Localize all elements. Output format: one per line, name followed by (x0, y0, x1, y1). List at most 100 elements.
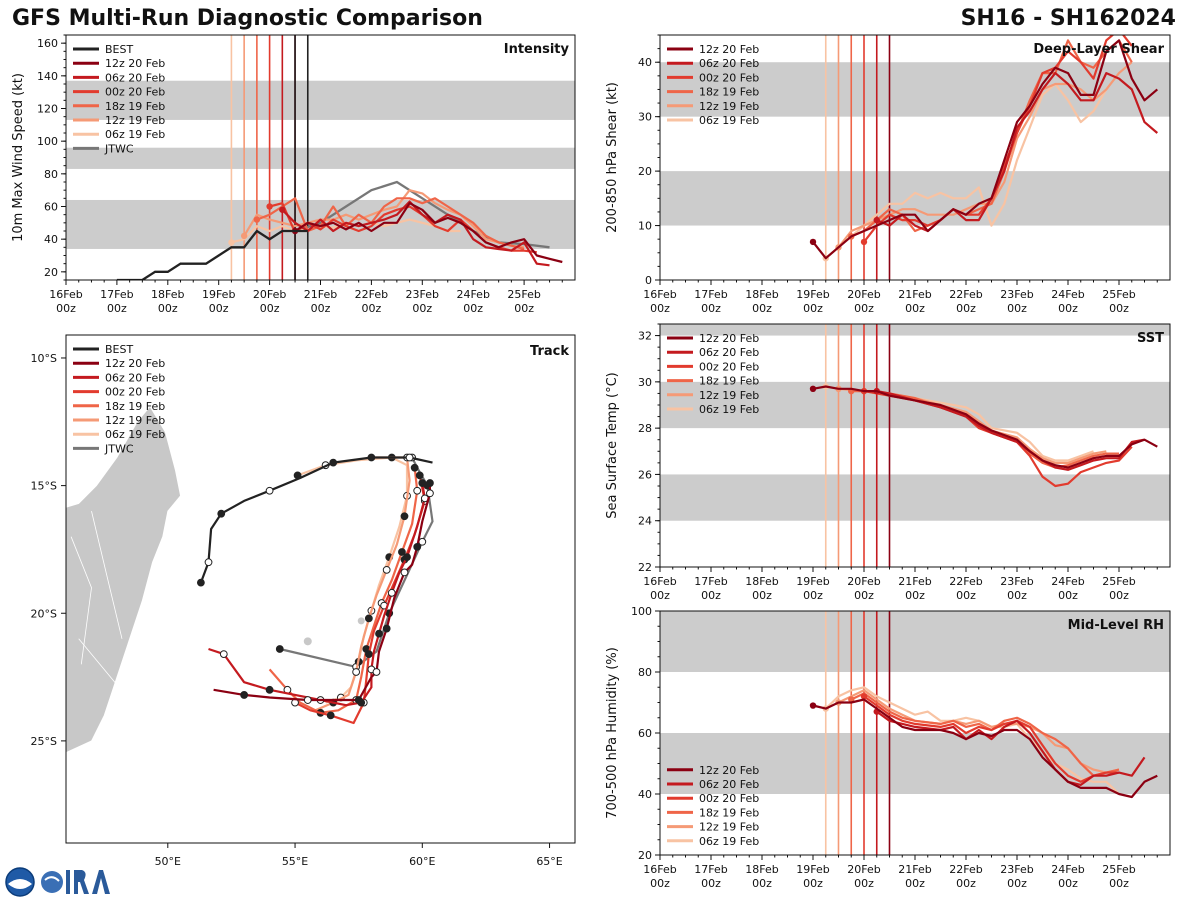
model-track-marker (400, 512, 409, 521)
y-tick-label: 24 (638, 515, 652, 528)
x-tick-hour: 00z (956, 589, 976, 602)
series-start-marker (279, 206, 286, 213)
x-tick-hour: 00z (1007, 302, 1027, 315)
series-line (850, 39, 1133, 238)
x-tick-label: 18Feb (745, 863, 778, 876)
panel-title: Intensity (504, 42, 570, 57)
x-tick-hour: 00z (752, 302, 772, 315)
model-track-marker (265, 685, 274, 694)
model-track-marker (372, 668, 381, 676)
legend-label: 18z 19 Feb (699, 86, 759, 99)
cira-logo (41, 870, 110, 894)
series-start-marker (873, 216, 880, 224)
model-track-marker (364, 650, 373, 658)
series-start-marker (228, 239, 235, 246)
shade-band (660, 171, 1170, 226)
x-tick-label: 20Feb (847, 288, 880, 301)
x-tick-label: 22Feb (355, 288, 388, 301)
y-tick-label: 160 (37, 37, 58, 50)
x-tick-label: 25Feb (1102, 863, 1135, 876)
x-tick-hour: 00z (1109, 589, 1129, 602)
y-tick-label: 0 (645, 274, 652, 287)
x-tick-hour: 00z (905, 877, 925, 890)
x-tick-label: 23Feb (1000, 575, 1033, 588)
y-axis-label: 700-500 hPa Humidity (%) (605, 647, 620, 819)
series-start-marker (266, 203, 273, 210)
noaa-logo (5, 867, 35, 897)
legend-label: 12z 19 Feb (699, 100, 759, 113)
x-tick-hour: 00z (514, 302, 534, 315)
x-tick-hour: 00z (463, 302, 483, 315)
legend-label: 06z 19 Feb (105, 128, 165, 141)
series-line (294, 202, 563, 264)
x-tick-label: 17Feb (694, 575, 727, 588)
x-tick-hour: 00z (158, 302, 178, 315)
panel-intensity: 20 40 60 80 100 120 140 160 10m Max Wind Speed (… (11, 34, 576, 315)
best-track-marker (204, 558, 213, 567)
shade-band (660, 733, 1170, 794)
x-tick-label: 16Feb (49, 288, 82, 301)
legend-label: 12z 19 Feb (699, 821, 759, 834)
x-tick-hour: 00z (650, 589, 670, 602)
x-tick-label: 25Feb (1102, 288, 1135, 301)
x-tick-hour: 00z (854, 877, 874, 890)
model-track-marker (326, 711, 335, 720)
x-tick-label: 17Feb (694, 863, 727, 876)
legend-label: 06z 19 Feb (699, 114, 759, 127)
y-tick-label: 10 (638, 220, 652, 233)
x-tick-label: 24Feb (456, 288, 489, 301)
y-axis-label: 10m Max Wind Speed (kt) (11, 73, 26, 242)
panel-title: SST (1137, 331, 1164, 346)
legend-label: 06z 19 Feb (699, 403, 759, 416)
series-line (825, 82, 1108, 260)
province-border (78, 638, 118, 685)
x-tick-hour: 00z (311, 302, 331, 315)
model-track-marker (382, 624, 391, 633)
x-tick-label: 16Feb (643, 288, 676, 301)
x-tick-hour: 00z (803, 302, 823, 315)
x-tick-hour: 00z (854, 589, 874, 602)
series-line (812, 39, 1159, 260)
page-title: GFS Multi-Run Diagnostic Comparison (12, 6, 483, 31)
x-tick-hour: 00z (260, 302, 280, 315)
series-line (812, 698, 1158, 799)
panel-title: Mid-Level RH (1068, 618, 1164, 633)
x-tick-label: 21Feb (898, 575, 931, 588)
x-tick-hour: 00z (412, 302, 432, 315)
y-tick-label: 22 (638, 561, 652, 574)
legend-label: 12z 20 Feb (699, 332, 759, 345)
model-track-marker (240, 691, 249, 699)
lat-tick-label: 20°S (31, 607, 57, 620)
x-tick-label: 16Feb (643, 575, 676, 588)
model-track-marker (413, 542, 422, 551)
shade-band (660, 474, 1170, 521)
x-tick-hour: 00z (1058, 302, 1078, 315)
jtwc-track-marker (275, 645, 284, 653)
legend-label: 00z 20 Feb (105, 86, 165, 99)
x-tick-label: 19Feb (796, 575, 829, 588)
panel-title: Track (530, 344, 569, 359)
storm-id: SH16 - SH162024 (960, 6, 1176, 31)
x-tick-hour: 00z (854, 302, 874, 315)
model-track (268, 467, 419, 714)
legend-label: 06z 20 Feb (699, 57, 759, 70)
x-tick-label: 23Feb (1000, 863, 1033, 876)
y-tick-label: 100 (37, 135, 58, 148)
model-track-marker (219, 650, 228, 658)
legend-label: 00z 20 Feb (105, 386, 165, 399)
x-tick-hour: 00z (956, 302, 976, 315)
y-tick-label: 120 (37, 103, 58, 116)
x-tick-label: 20Feb (847, 863, 880, 876)
best-track-line (116, 229, 308, 280)
mauritius-island (357, 617, 365, 625)
plot-frame (65, 334, 576, 844)
model-track-marker (382, 565, 391, 574)
panel-track: 50°E 55°E 60°E 65°E 10°S 15°S 20°S 25°S Track BES… (31, 334, 576, 868)
x-tick-hour: 00z (362, 302, 382, 315)
x-tick-hour: 00z (650, 877, 670, 890)
legend-label: 06z 19 Feb (699, 835, 759, 848)
y-tick-label: 26 (638, 468, 652, 481)
madagascar-landmass (66, 405, 181, 753)
